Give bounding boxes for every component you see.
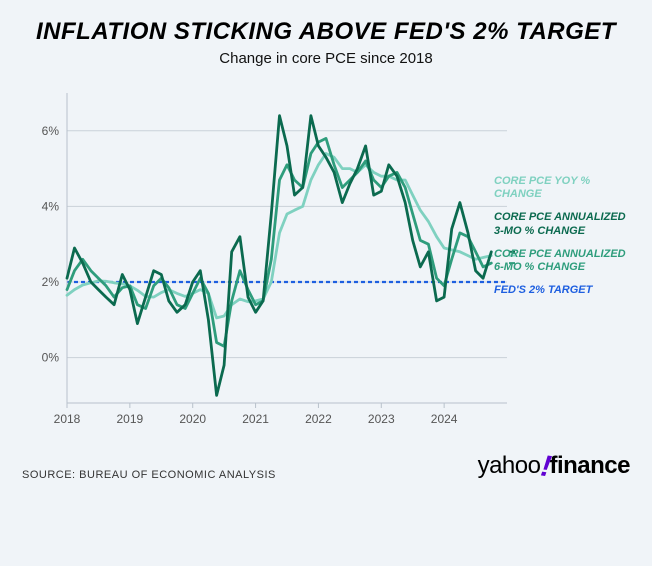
svg-text:2%: 2% [42, 275, 60, 289]
chart-title: INFLATION STICKING ABOVE FED'S 2% TARGET [22, 18, 630, 46]
legend-item-target: FED'S 2% TARGET [494, 284, 634, 298]
logo-sub: finance [549, 452, 630, 479]
logo-brand: yahoo [478, 452, 541, 479]
svg-text:2024: 2024 [431, 412, 458, 425]
svg-text:2019: 2019 [117, 412, 144, 425]
legend-item-yoy: CORE PCE YOY % CHANGE [494, 175, 634, 203]
legend-item-6mo: CORE PCE ANNUALIZED 6-MO % CHANGE [494, 248, 634, 276]
chart-card: INFLATION STICKING ABOVE FED'S 2% TARGET… [0, 0, 652, 566]
chart-subtitle: Change in core PCE since 2018 [22, 50, 630, 67]
svg-text:0%: 0% [42, 350, 60, 364]
svg-text:2018: 2018 [54, 412, 81, 425]
svg-text:2021: 2021 [242, 412, 269, 425]
svg-text:2020: 2020 [179, 412, 206, 425]
legend-item-3mo: CORE PCE ANNUALIZED 3-MO % CHANGE [494, 211, 634, 239]
svg-text:6%: 6% [42, 123, 60, 137]
svg-text:2022: 2022 [305, 412, 332, 425]
svg-text:2023: 2023 [368, 412, 395, 425]
yahoo-finance-logo: yahoo!finance [478, 447, 630, 481]
legend: CORE PCE YOY % CHANGE CORE PCE ANNUALIZE… [494, 175, 634, 307]
chart-area: 0%2%4%6%2018201920202021202220232024 COR… [22, 85, 630, 425]
source-text: SOURCE: BUREAU OF ECONOMIC ANALYSIS [22, 469, 276, 481]
footer: SOURCE: BUREAU OF ECONOMIC ANALYSIS yaho… [22, 447, 630, 481]
svg-text:4%: 4% [42, 199, 60, 213]
